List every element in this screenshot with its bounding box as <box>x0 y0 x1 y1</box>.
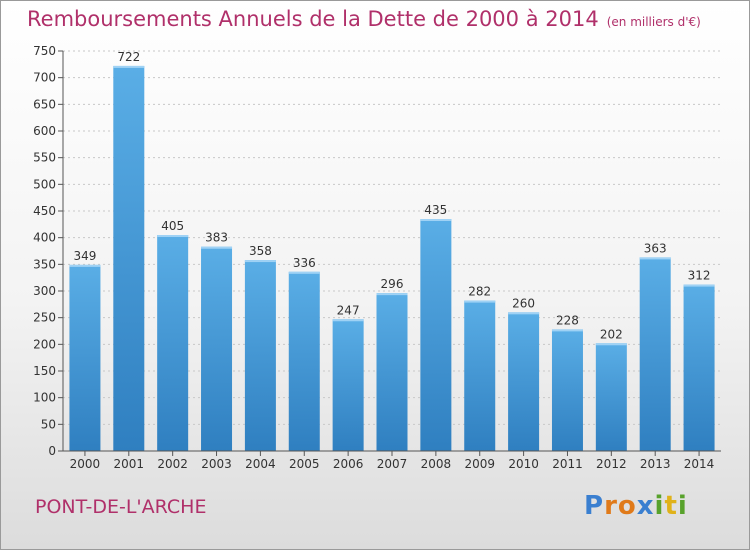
bar <box>157 235 189 451</box>
data-label: 405 <box>161 219 184 233</box>
data-label: 312 <box>688 269 711 283</box>
y-tick-label: 0 <box>48 444 56 458</box>
y-tick-label: 300 <box>33 284 56 298</box>
data-label: 260 <box>512 296 535 310</box>
chart-unit: (en milliers d'€) <box>606 15 701 29</box>
x-tick-label: 2000 <box>70 457 101 471</box>
logo-letter: r <box>604 491 618 521</box>
bar-highlight <box>683 284 715 287</box>
x-tick-label: 2004 <box>245 457 276 471</box>
bar-highlight <box>201 246 233 249</box>
y-tick-label: 400 <box>33 231 56 245</box>
bar-highlight <box>69 264 101 267</box>
y-tick-label: 650 <box>33 97 56 111</box>
y-tick-label: 150 <box>33 364 56 378</box>
y-tick-label: 450 <box>33 204 56 218</box>
x-tick-label: 2011 <box>552 457 583 471</box>
bar <box>201 246 233 451</box>
data-label: 282 <box>468 285 491 299</box>
x-tick-label: 2001 <box>114 457 145 471</box>
x-tick-label: 2012 <box>596 457 627 471</box>
chart-title-text: Remboursements Annuels de la Dette de 20… <box>27 7 599 31</box>
logo-letter: i <box>677 491 688 521</box>
y-tick-label: 750 <box>33 44 56 58</box>
bar <box>595 343 627 451</box>
bar <box>288 271 320 451</box>
labels: 0 50 100 150 200 250 300 350 400 450 500 550 600 650 7… <box>33 44 714 471</box>
bar <box>332 319 364 451</box>
bar <box>508 312 540 451</box>
data-label: 296 <box>381 277 404 291</box>
y-tick-label: 550 <box>33 151 56 165</box>
city-name: PONT-DE-L'ARCHE <box>35 496 207 518</box>
y-tick-label: 500 <box>33 177 56 191</box>
y-tick-label: 350 <box>33 257 56 271</box>
x-tick-label: 2013 <box>640 457 671 471</box>
bar-highlight <box>551 329 583 332</box>
bars <box>69 65 715 451</box>
data-label: 435 <box>424 203 447 217</box>
x-tick-label: 2014 <box>684 457 715 471</box>
bar-highlight <box>288 271 320 274</box>
bar <box>376 293 408 451</box>
chart-title: Remboursements Annuels de la Dette de 20… <box>27 7 701 31</box>
bar <box>113 65 145 451</box>
x-tick-label: 2010 <box>508 457 539 471</box>
bar <box>69 264 101 451</box>
y-tick-label: 100 <box>33 391 56 405</box>
x-tick-label: 2002 <box>157 457 188 471</box>
data-label: 358 <box>249 244 272 258</box>
y-tick-label: 50 <box>41 417 56 431</box>
bar <box>244 260 276 451</box>
bar <box>420 219 452 451</box>
logo-letter: o <box>617 491 637 521</box>
data-label: 202 <box>600 327 623 341</box>
data-label: 247 <box>337 303 360 317</box>
bar-highlight <box>508 312 540 315</box>
bar-highlight <box>113 65 145 68</box>
logo-letter: x <box>636 491 655 521</box>
y-tick-label: 200 <box>33 337 56 351</box>
logo-letter: i <box>654 491 665 521</box>
bar-highlight <box>464 300 496 303</box>
data-label: 363 <box>644 241 667 255</box>
bar-highlight <box>639 257 671 260</box>
axes <box>58 50 721 456</box>
bar-highlight <box>157 235 189 237</box>
bar-highlight <box>595 343 627 346</box>
x-tick-label: 2009 <box>464 457 495 471</box>
y-tick-label: 600 <box>33 124 56 138</box>
data-label: 349 <box>73 249 96 263</box>
bar-highlight <box>244 260 276 263</box>
bar <box>551 329 583 451</box>
y-tick-label: 250 <box>33 311 56 325</box>
x-tick-label: 2006 <box>333 457 364 471</box>
x-tick-label: 2008 <box>421 457 452 471</box>
data-label: 336 <box>293 256 316 270</box>
proxiti-logo: Proxiti <box>584 491 688 521</box>
bar <box>464 300 496 451</box>
bar <box>683 284 715 451</box>
bar-highlight <box>376 293 408 296</box>
logo-letter: t <box>664 491 678 521</box>
x-tick-label: 2003 <box>201 457 232 471</box>
data-label: 228 <box>556 313 579 327</box>
bar <box>639 257 671 451</box>
bar-highlight <box>332 319 364 322</box>
x-tick-label: 2007 <box>377 457 408 471</box>
y-tick-label: 700 <box>33 71 56 85</box>
bar-highlight <box>420 219 452 221</box>
x-tick-label: 2005 <box>289 457 320 471</box>
logo-letter: P <box>584 491 605 521</box>
data-label: 383 <box>205 231 228 245</box>
data-label: 722 <box>117 50 140 64</box>
